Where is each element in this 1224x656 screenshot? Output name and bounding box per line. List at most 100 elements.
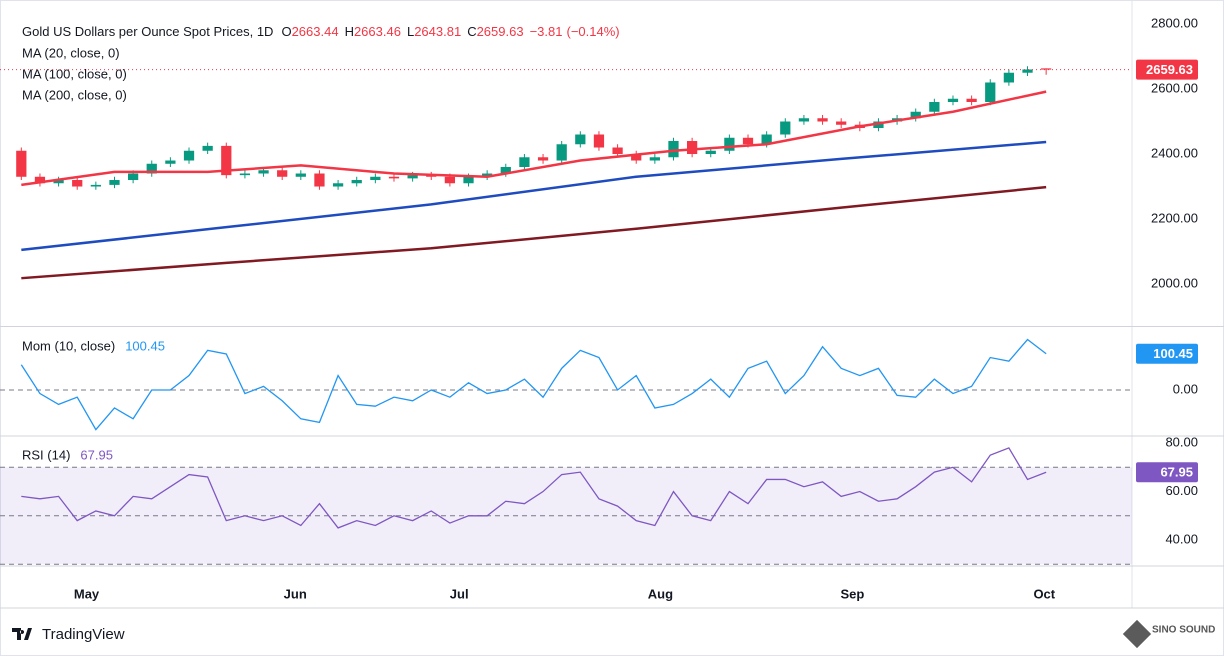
change-pct: (−0.14%) xyxy=(566,24,619,39)
candle-body xyxy=(947,98,959,102)
candle-body xyxy=(631,154,642,161)
close-value: 2659.63 xyxy=(477,24,524,39)
candle-body xyxy=(705,150,716,155)
rsi-band xyxy=(0,467,1132,565)
candle-body xyxy=(72,180,83,187)
candle-body xyxy=(761,134,772,145)
candle-body xyxy=(798,118,810,122)
candle-body xyxy=(575,134,586,145)
low-value: 2643.81 xyxy=(414,24,461,39)
y-tick-label: 40.00 xyxy=(1165,531,1198,546)
candle-body xyxy=(351,180,362,184)
candle-body xyxy=(370,176,381,181)
candle-body xyxy=(537,157,549,161)
candle-body xyxy=(277,170,288,177)
candle-body xyxy=(500,167,511,174)
watermark-icon xyxy=(1122,619,1152,649)
candle-body xyxy=(593,134,605,148)
ohlc-label: O xyxy=(281,24,291,39)
candle-body xyxy=(966,98,977,102)
y-tick-label: 0.00 xyxy=(1173,381,1198,396)
last-value-label: 67.95 xyxy=(1160,465,1193,480)
candle-body xyxy=(668,141,679,158)
candle-body xyxy=(388,176,400,179)
last-value-label: 100.45 xyxy=(1153,346,1193,361)
candle-body xyxy=(90,184,101,187)
candle-body xyxy=(482,173,493,177)
candle-body xyxy=(519,157,530,168)
candle-body xyxy=(742,137,754,145)
candle-body xyxy=(836,121,847,125)
y-tick-label: 2000.00 xyxy=(1151,275,1198,290)
candle-body xyxy=(34,176,46,184)
candle-body xyxy=(16,150,27,177)
candle-body xyxy=(165,160,176,164)
candle-body xyxy=(1041,68,1052,70)
legend-entry: MA (20, close, 0) xyxy=(22,45,120,60)
title: Gold US Dollars per Ounce Spot Prices, 1… xyxy=(22,24,273,39)
moving-average xyxy=(21,140,1047,252)
ohlc-label: H xyxy=(345,24,354,39)
candle-body xyxy=(929,101,940,112)
logo-icon xyxy=(12,628,32,640)
x-tick-label: Jul xyxy=(450,586,469,601)
watermark: SINO SOUND xyxy=(1152,625,1215,636)
candle-body xyxy=(444,176,456,184)
legend-entry: RSI (14) xyxy=(22,447,70,462)
x-tick-label: Sep xyxy=(840,586,864,601)
candle-body xyxy=(1022,69,1033,73)
legend-value: 67.95 xyxy=(80,447,113,462)
x-tick-label: Jun xyxy=(284,586,307,601)
moving-average xyxy=(21,185,1047,280)
candle-body xyxy=(332,183,344,187)
candle-body xyxy=(221,145,232,176)
candle-body xyxy=(53,180,64,184)
candle-body xyxy=(649,157,660,161)
candle-body xyxy=(239,173,251,176)
y-tick-label: 80.00 xyxy=(1165,434,1198,449)
last-value-badge xyxy=(1136,343,1198,364)
candle-body xyxy=(817,118,828,122)
candle-body xyxy=(407,175,418,179)
y-tick-label: 2800.00 xyxy=(1151,15,1198,30)
y-tick-label: 2200.00 xyxy=(1151,210,1198,225)
candle-body xyxy=(910,111,921,119)
candle-body xyxy=(183,150,195,161)
candle-body xyxy=(612,147,623,155)
y-tick-label: 2400.00 xyxy=(1151,145,1198,160)
ohlc-label: L xyxy=(407,24,414,39)
change: −3.81 xyxy=(530,24,563,39)
candle-body xyxy=(146,163,157,174)
last-value-badge xyxy=(1136,462,1198,483)
indicator-line xyxy=(20,338,1047,431)
header: Gold US Dollars per Ounce Spot Prices, 1… xyxy=(22,24,620,39)
y-tick-label: 60.00 xyxy=(1165,483,1198,498)
legend-entry: MA (200, close, 0) xyxy=(22,87,127,102)
last-value-badge xyxy=(1136,59,1198,80)
legend-value: 100.45 xyxy=(125,338,165,353)
candle-body xyxy=(1003,72,1015,83)
legend-entry: MA (100, close, 0) xyxy=(22,66,127,81)
candle-body xyxy=(295,173,306,177)
candle-body xyxy=(258,170,269,174)
candle-body xyxy=(556,144,567,161)
candle-body xyxy=(127,173,139,181)
candle-body xyxy=(463,176,474,184)
candle-body xyxy=(109,180,120,185)
x-tick-label: May xyxy=(74,586,100,601)
last-value-label: 2659.63 xyxy=(1146,62,1193,77)
indicator-line xyxy=(21,447,1047,529)
candle-body xyxy=(985,82,996,102)
open-value: 2663.44 xyxy=(292,24,339,39)
candle-body xyxy=(724,137,735,151)
x-tick-label: Oct xyxy=(1033,586,1055,601)
candle-body xyxy=(686,141,698,155)
tradingview-logo[interactable]: TradingView xyxy=(12,626,125,643)
y-tick-label: 2600.00 xyxy=(1151,80,1198,95)
candle-body xyxy=(202,145,213,151)
high-value: 2663.46 xyxy=(354,24,401,39)
platform-name[interactable]: TradingView xyxy=(42,626,125,643)
candle-body xyxy=(873,121,884,129)
